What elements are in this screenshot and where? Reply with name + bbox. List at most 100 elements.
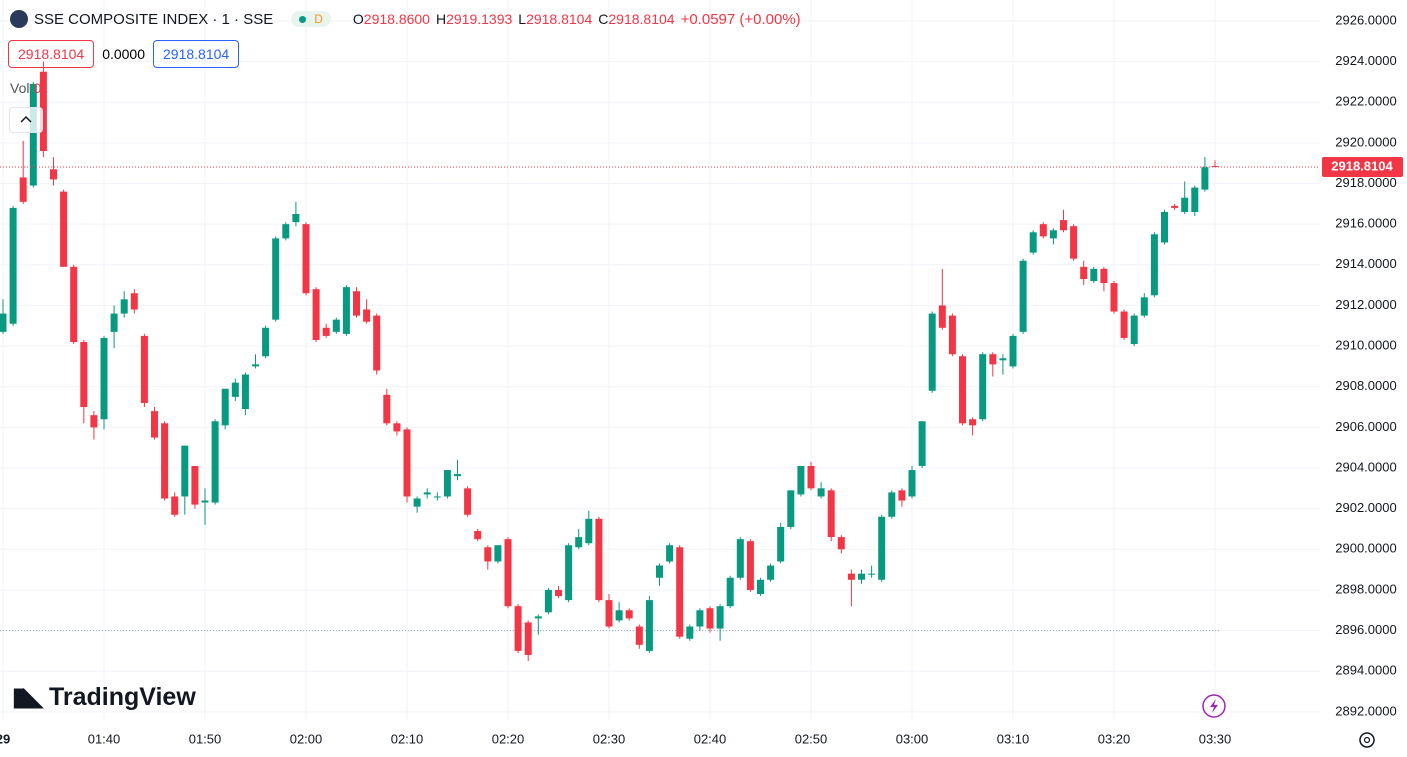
- candle-body: [110, 313, 118, 332]
- candle-body: [403, 429, 411, 497]
- candle-body: [433, 496, 441, 498]
- candle-body: [746, 541, 754, 590]
- candle-body: [464, 488, 472, 515]
- candle-body: [191, 465, 199, 505]
- candle-body: [1201, 167, 1209, 190]
- x-tick-label: 01:50: [189, 731, 222, 746]
- legend-header: SSE COMPOSITE INDEX · 1 · SSE D O2918.86…: [10, 8, 801, 30]
- x-tick-label: 01:40: [88, 731, 121, 746]
- candle-body: [807, 465, 815, 489]
- y-tick-label: 2906.0000: [1335, 419, 1396, 434]
- ohlc-value: 2919.1393: [446, 11, 513, 27]
- collapse-button[interactable]: [9, 107, 43, 133]
- candle-body: [29, 83, 37, 186]
- candle-body: [999, 358, 1007, 361]
- candle-body: [625, 610, 633, 619]
- candle-body: [443, 470, 451, 497]
- candle-body: [544, 589, 552, 613]
- symbol-title[interactable]: SSE COMPOSITE INDEX · 1 · SSE: [34, 10, 274, 28]
- ohlc-value: 2918.8600: [363, 11, 430, 27]
- candle-body: [504, 539, 512, 607]
- bid[interactable]: 2918.8104: [8, 40, 95, 68]
- change: +0.0597 (+0.00%): [680, 10, 801, 28]
- volume-label: Vol: [10, 80, 30, 96]
- candle-body: [181, 445, 189, 497]
- candle-body: [1090, 268, 1098, 282]
- candle-body: [888, 492, 896, 517]
- candle-body: [120, 299, 128, 314]
- candle-body: [656, 565, 663, 578]
- x-tick-label: 02:30: [593, 731, 626, 746]
- candle-body: [908, 470, 916, 497]
- x-tick-label: 03:10: [997, 731, 1030, 746]
- candle-body: [555, 589, 562, 597]
- ohlc-key: L: [518, 11, 527, 27]
- candle-body: [777, 526, 785, 562]
- candle-body: [100, 337, 108, 420]
- y-tick-label: 2914.0000: [1335, 256, 1396, 271]
- ohlc-key: O: [352, 11, 364, 27]
- ohlc-key: C: [598, 11, 609, 27]
- candle-body: [534, 616, 542, 619]
- candle-body: [1130, 315, 1138, 345]
- ask[interactable]: 2918.8104: [153, 40, 240, 68]
- brand[interactable]: ▮◣ TradingView: [12, 682, 196, 712]
- candle-body: [847, 573, 855, 580]
- candle-body: [1029, 232, 1037, 253]
- candle-body: [494, 545, 502, 562]
- candle-body: [635, 626, 643, 645]
- candle-body: [39, 71, 47, 151]
- candle-body: [0, 313, 7, 332]
- candle-body: [292, 213, 300, 223]
- candle-body: [736, 539, 744, 578]
- candle-body: [686, 626, 694, 639]
- x-tick-label: 29: [0, 731, 10, 746]
- candle-body: [1140, 297, 1148, 316]
- candle-body: [1110, 283, 1118, 312]
- candle-body: [868, 573, 876, 575]
- candle-body: [342, 287, 350, 334]
- x-tick-label: 02:50: [795, 731, 828, 746]
- candle-body: [241, 374, 249, 410]
- y-tick-label: 2912.0000: [1335, 297, 1396, 312]
- brand-mark: ▮◣: [12, 683, 43, 711]
- y-tick-label: 2908.0000: [1335, 378, 1396, 393]
- candle-body: [757, 579, 764, 595]
- candle-body: [140, 335, 148, 403]
- y-tick-label: 2896.0000: [1335, 622, 1396, 637]
- y-tick-label: 2900.0000: [1335, 541, 1396, 556]
- candle-body: [1080, 266, 1088, 280]
- candle-body: [1009, 335, 1017, 367]
- candle-body: [1039, 224, 1047, 237]
- candle-body: [282, 224, 290, 239]
- ohlc-value: 2918.8104: [526, 11, 593, 27]
- x-tick-label: 02:20: [492, 731, 525, 746]
- candle-body: [151, 411, 158, 438]
- ohlc-item: H2919.1393: [436, 11, 512, 27]
- volume-legend: Vol 0: [10, 80, 41, 96]
- y-tick-label: 2902.0000: [1335, 500, 1396, 515]
- candle-body: [585, 518, 593, 544]
- quote-boxes: 2918.8104 0.0000 2918.8104: [8, 40, 240, 68]
- candle-body: [948, 315, 956, 355]
- candle-body: [989, 354, 997, 365]
- candle-body: [60, 191, 68, 267]
- candle-body: [817, 488, 825, 497]
- candle-body: [959, 356, 966, 424]
- candle-body: [413, 498, 421, 507]
- candle-body: [130, 293, 138, 310]
- market-status[interactable]: D: [291, 11, 331, 27]
- candle-body: [1181, 197, 1189, 212]
- ohlc-item: O2918.8600: [353, 11, 430, 27]
- candle-body: [423, 492, 431, 495]
- candle-body: [1161, 211, 1168, 243]
- last-price-label: 2918.8104: [1331, 158, 1393, 173]
- y-tick-label: 2920.0000: [1335, 134, 1396, 149]
- candle-body: [827, 490, 835, 538]
- replay-icon: [1202, 694, 1226, 718]
- candle-body: [80, 342, 88, 408]
- candle-body: [898, 490, 906, 501]
- x-tick-label: 02:40: [694, 731, 727, 746]
- candle-body: [454, 474, 461, 477]
